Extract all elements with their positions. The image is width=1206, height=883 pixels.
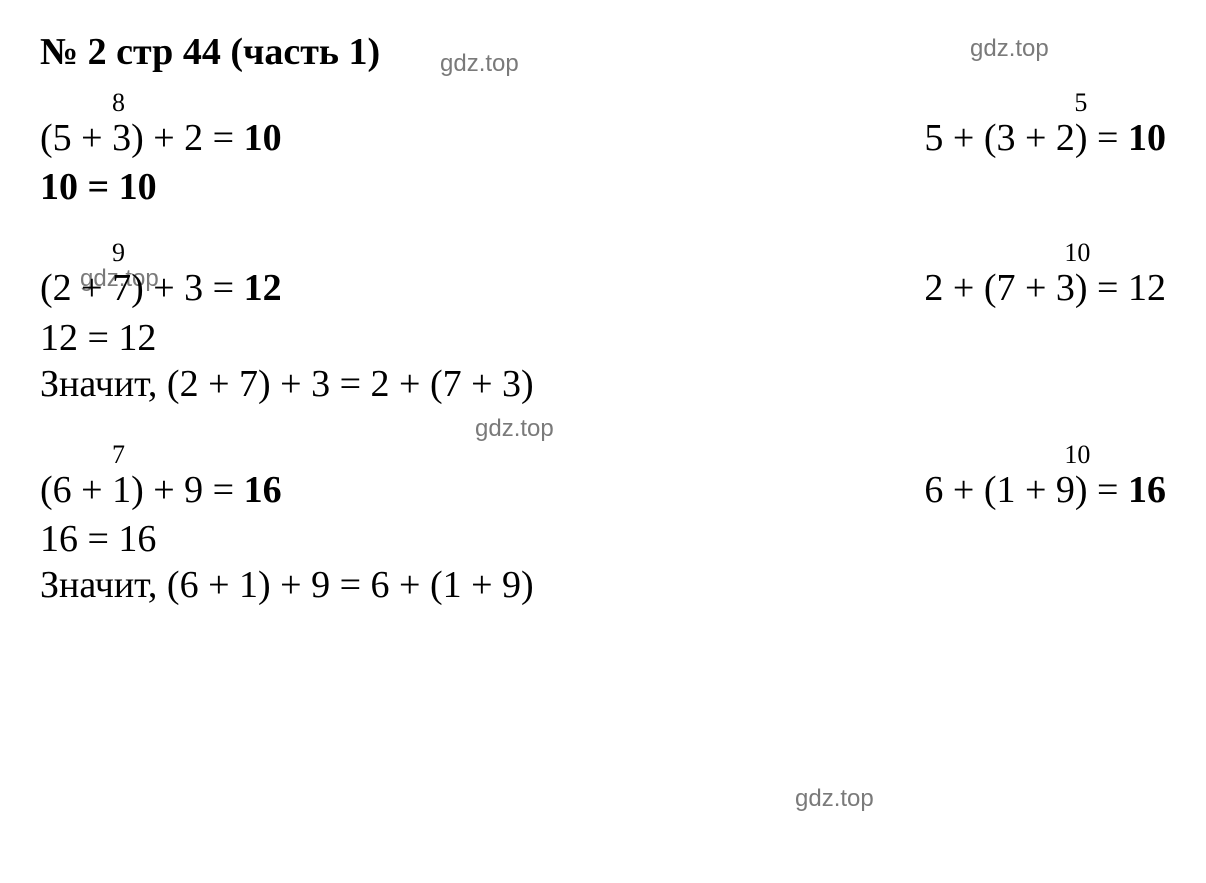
- equation-1-left: 8 (5 + 3) + 2 = 10: [40, 114, 282, 163]
- equation-1-right-text: 5 + (3 + 2) =: [924, 117, 1128, 159]
- equation-group-2: 9 (2 + 7) + 3 = 12 10 2 + (7 + 3) = 12 1…: [40, 264, 1166, 405]
- result-1: 10 = 10: [40, 165, 1166, 209]
- superscript-3-right: 10: [1064, 438, 1090, 472]
- equation-3-right-result: 16: [1128, 469, 1166, 511]
- equation-3-left-text: (6 + 1) + 9 =: [40, 469, 244, 511]
- equation-row-2: 9 (2 + 7) + 3 = 12 10 2 + (7 + 3) = 12: [40, 264, 1166, 313]
- conclusion-2: Значит, (2 + 7) + 3 = 2 + (7 + 3): [40, 362, 1166, 406]
- watermark-1: gdz.top: [440, 50, 519, 78]
- equation-2-left-text: (2 + 7) + 3 =: [40, 267, 244, 309]
- equation-1-left-text: (5 + 3) + 2 =: [40, 117, 244, 159]
- equation-1-right-result: 10: [1128, 117, 1166, 159]
- equation-3-left-result: 16: [244, 469, 282, 511]
- equation-1-left-result: 10: [244, 117, 282, 159]
- equation-2-right-text: 2 + (7 + 3) = 12: [924, 267, 1166, 309]
- equation-right-3: 10 6 + (1 + 9) = 16: [924, 466, 1166, 515]
- equation-2-left-result: 12: [244, 267, 282, 309]
- equation-1-right: 5 5 + (3 + 2) = 10: [924, 114, 1166, 163]
- equation-right-2: 10 2 + (7 + 3) = 12: [924, 264, 1166, 313]
- equation-3-right: 10 6 + (1 + 9) = 16: [924, 466, 1166, 515]
- equation-2-right: 10 2 + (7 + 3) = 12: [924, 264, 1166, 313]
- superscript-1-left: 8: [112, 86, 125, 120]
- equation-left-2: 9 (2 + 7) + 3 = 12: [40, 264, 282, 313]
- equation-row-1: 8 (5 + 3) + 2 = 10 5 5 + (3 + 2) = 10: [40, 114, 1166, 163]
- watermark-2: gdz.top: [970, 35, 1049, 63]
- conclusion-3: Значит, (6 + 1) + 9 = 6 + (1 + 9): [40, 563, 1166, 607]
- equation-group-3: 7 (6 + 1) + 9 = 16 10 6 + (1 + 9) = 16 1…: [40, 466, 1166, 607]
- result-2: 12 = 12: [40, 316, 1166, 360]
- watermark-5: gdz.top: [795, 785, 874, 813]
- superscript-1-right: 5: [1074, 86, 1087, 120]
- equation-3-right-text: 6 + (1 + 9) =: [924, 469, 1128, 511]
- equation-right-1: 5 5 + (3 + 2) = 10: [924, 114, 1166, 163]
- equation-2-left: 9 (2 + 7) + 3 = 12: [40, 264, 282, 313]
- equation-row-3: 7 (6 + 1) + 9 = 16 10 6 + (1 + 9) = 16: [40, 466, 1166, 515]
- watermark-4: gdz.top: [475, 415, 554, 443]
- equation-group-1: 8 (5 + 3) + 2 = 10 5 5 + (3 + 2) = 10 10…: [40, 114, 1166, 209]
- equation-left-3: 7 (6 + 1) + 9 = 16: [40, 466, 282, 515]
- equation-3-left: 7 (6 + 1) + 9 = 16: [40, 466, 282, 515]
- superscript-3-left: 7: [112, 438, 125, 472]
- result-3: 16 = 16: [40, 517, 1166, 561]
- superscript-2-left: 9: [112, 236, 125, 270]
- superscript-2-right: 10: [1064, 236, 1090, 270]
- equation-left-1: 8 (5 + 3) + 2 = 10: [40, 114, 282, 163]
